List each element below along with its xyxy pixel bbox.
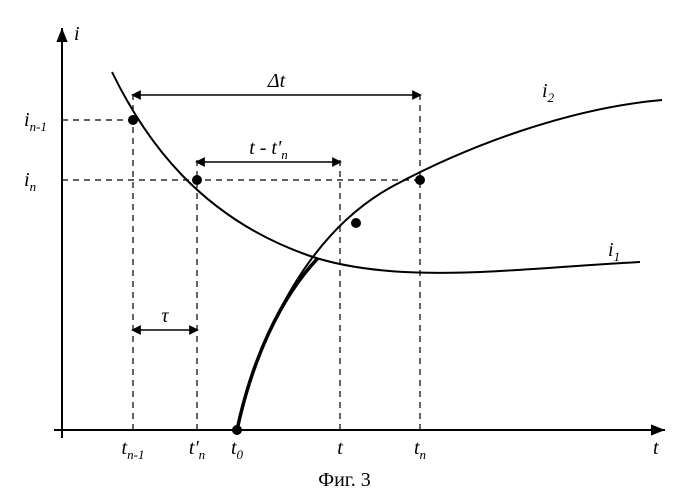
svg-text:t: t — [337, 437, 343, 459]
curve-i1-label: i1 — [608, 239, 620, 264]
svg-text:Δt: Δt — [267, 70, 286, 92]
svg-text:t0: t0 — [231, 437, 244, 462]
point-p_nm1 — [128, 115, 138, 125]
figure-caption: Фиг. 3 — [318, 469, 370, 491]
x-axis-arrow-icon — [651, 424, 665, 435]
svg-text:in: in — [24, 169, 36, 194]
point-p_np — [192, 175, 202, 185]
curve-thick-segment — [237, 258, 318, 430]
data-points — [128, 115, 425, 435]
svg-text:tn-1: tn-1 — [122, 437, 145, 462]
y-axis-label: i — [74, 23, 80, 45]
curve-i1 — [112, 72, 640, 273]
axes: i t — [54, 23, 665, 459]
svg-text:tn: tn — [414, 437, 426, 462]
svg-text:t'n: t'n — [189, 437, 205, 462]
svg-text:τ: τ — [161, 305, 169, 327]
x-axis-label: t — [653, 437, 659, 459]
y-tick-labels: in-1 in — [24, 109, 47, 194]
svg-text:t - t'n: t - t'n — [249, 137, 288, 162]
point-inter — [351, 218, 361, 228]
guide-lines — [62, 92, 420, 430]
point-tn — [415, 175, 425, 185]
y-axis-arrow-icon — [56, 28, 67, 42]
dimension-arrows: Δt t - t'n τ — [133, 70, 420, 330]
svg-text:in-1: in-1 — [24, 109, 47, 134]
x-tick-labels: tn-1 t'n t0 t tn — [122, 437, 426, 462]
curve-i2-label: i2 — [542, 80, 555, 105]
point-t0 — [232, 425, 242, 435]
